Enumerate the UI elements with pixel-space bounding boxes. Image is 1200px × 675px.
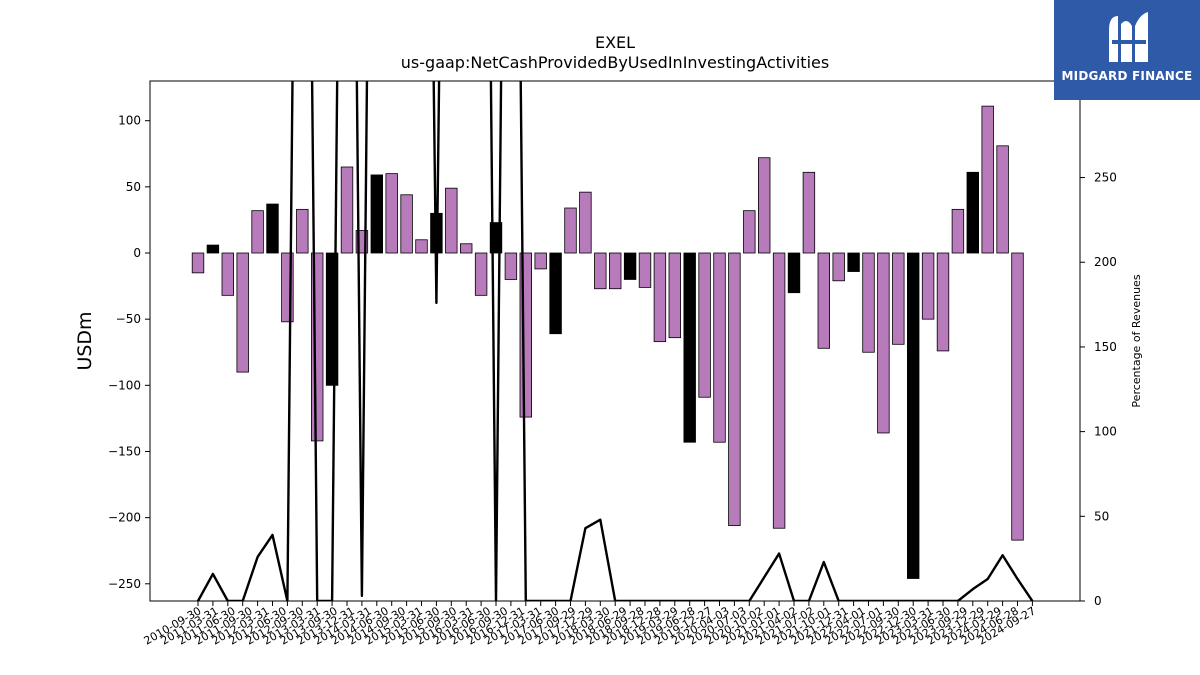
bar: [1011, 252, 1024, 541]
bar: [221, 252, 235, 296]
bar: [966, 171, 980, 254]
y2-tick-label: 200: [1094, 255, 1117, 269]
bar: [653, 252, 667, 343]
bar: [325, 252, 339, 386]
chart-title: EXEL: [595, 33, 635, 52]
bar: [728, 252, 741, 526]
y-axis-label: USDm: [74, 311, 96, 370]
bar: [951, 208, 965, 254]
y2-axis-label: Percentage of Revenues: [1130, 274, 1143, 407]
bar: [191, 252, 205, 274]
bar: [996, 145, 1009, 254]
bar: [296, 208, 309, 254]
bar: [832, 252, 845, 282]
bar: [817, 252, 831, 349]
y-tick-label: −100: [108, 378, 141, 392]
bar: [981, 105, 994, 254]
bar: [609, 252, 622, 290]
bar: [340, 166, 354, 254]
bar: [638, 252, 652, 288]
bar: [206, 244, 220, 254]
bar: [459, 243, 473, 254]
bar: [519, 252, 533, 418]
bar: [400, 194, 413, 254]
midgard-finance-logo: MIDGARD FINANCE: [1054, 0, 1200, 100]
bar-series: [191, 105, 1024, 579]
y2-tick-label: 150: [1094, 340, 1117, 354]
logo-text: MIDGARD FINANCE: [1061, 69, 1193, 83]
bar: [921, 252, 935, 320]
bar: [683, 252, 696, 443]
bar: [772, 252, 786, 529]
bar: [802, 171, 816, 254]
bar: [310, 252, 324, 442]
bar: [549, 252, 562, 335]
bar: [474, 252, 488, 296]
bar: [758, 157, 771, 254]
y-tick-label: −200: [108, 511, 141, 525]
bar: [907, 252, 920, 579]
bar: [787, 252, 801, 294]
line-series: [196, 81, 1034, 601]
chart-subtitle: us-gaap:NetCashProvidedByUsedInInvesting…: [401, 53, 829, 72]
bar: [236, 252, 249, 373]
bar: [445, 187, 458, 254]
y-tick-label: 100: [118, 114, 141, 128]
bar: [743, 210, 756, 254]
y2-tick-label: 0: [1094, 594, 1102, 608]
y2-tick-label: 250: [1094, 171, 1117, 185]
bar: [564, 207, 577, 254]
bar: [668, 252, 682, 339]
bar: [579, 191, 592, 254]
bar: [623, 252, 637, 280]
percentage-line: [196, 81, 1034, 601]
bar: [281, 252, 294, 323]
bar: [415, 239, 428, 254]
y-tick-label: 50: [126, 180, 141, 194]
logo-mark-icon: [1109, 12, 1148, 62]
bar: [370, 174, 384, 254]
y2-tick-label: 50: [1094, 509, 1109, 523]
bar: [594, 252, 607, 290]
bar: [862, 252, 875, 353]
bar: [355, 230, 369, 254]
bar: [489, 222, 503, 254]
bar: [698, 252, 711, 398]
y2-tick-label: 100: [1094, 425, 1117, 439]
bar: [251, 210, 264, 254]
y-tick-label: −150: [108, 444, 141, 458]
bar: [504, 252, 518, 280]
bar: [534, 252, 547, 270]
y-tick-label: −50: [116, 312, 141, 326]
y-tick-label: −250: [108, 577, 141, 591]
bar: [713, 252, 726, 443]
bar: [266, 203, 279, 254]
bar: [385, 173, 398, 254]
bar: [892, 252, 905, 345]
axes: 100 50 0 −50 −100 −150 −200 −250 0 50 100 150 200 250…: [108, 80, 1117, 648]
bar: [847, 252, 860, 272]
y-tick-label: 0: [133, 246, 141, 260]
bar: [877, 252, 890, 434]
bar: [936, 252, 950, 352]
